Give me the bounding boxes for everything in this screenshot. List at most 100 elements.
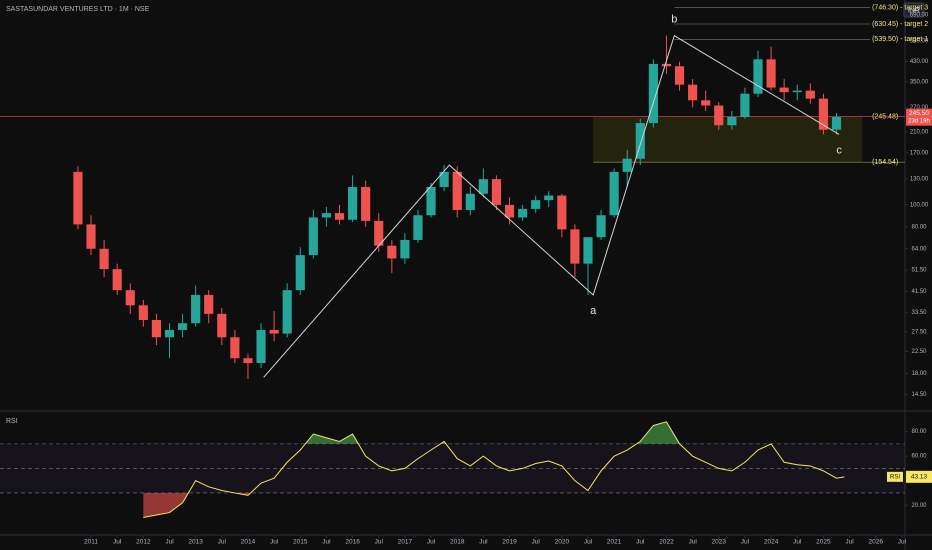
currency-label: INR: [908, 7, 920, 14]
candle-body: [701, 100, 711, 106]
candle-body: [635, 123, 645, 159]
zone-top-label: (245.48): [872, 114, 898, 121]
y-tick-label: 530.00: [910, 39, 929, 45]
rsi-y-tick-label: 80.00: [911, 429, 927, 435]
candle-body: [73, 171, 83, 225]
wave-label: b: [671, 14, 677, 26]
candle-body: [831, 116, 842, 130]
x-tick-label: Jul: [532, 539, 541, 546]
candle-body: [230, 337, 240, 359]
rsi-line: [143, 421, 845, 518]
x-tick-label: Jul: [322, 539, 331, 546]
x-tick-label: Jul: [898, 539, 907, 546]
candle-body: [648, 63, 658, 124]
candle-body: [348, 186, 358, 220]
candle-body: [596, 215, 606, 238]
candle-body: [256, 329, 266, 364]
wave-label: c: [836, 144, 842, 156]
candle-body: [86, 224, 96, 249]
candle-body: [112, 269, 122, 291]
countdown-label: 23d 19h: [908, 118, 930, 124]
candle-body: [452, 171, 462, 210]
x-tick-label: 2020: [555, 539, 570, 546]
candle-body: [740, 93, 750, 117]
candle-body: [164, 329, 175, 338]
target-label: (746.30) - target 3: [872, 4, 928, 11]
candle-body: [191, 294, 201, 324]
candle-body: [282, 290, 292, 334]
target-label: (539.50) - target 1: [872, 36, 928, 43]
y-tick-label: 350.00: [910, 79, 929, 85]
y-tick-label: 130.00: [910, 177, 929, 183]
y-tick-label: 64.00: [911, 246, 927, 252]
candle-body: [518, 208, 528, 218]
x-tick-label: 2026: [868, 539, 883, 546]
rsi-value-label: 43.13: [911, 474, 928, 481]
x-tick-label: Jul: [636, 539, 645, 546]
x-tick-label: Jul: [793, 539, 802, 546]
x-tick-label: 2018: [450, 539, 465, 546]
x-tick-label: 2014: [241, 539, 256, 546]
candle-body: [570, 229, 580, 264]
x-tick-label: Jul: [845, 539, 854, 546]
candle-body: [557, 195, 567, 230]
x-tick-label: 2019: [502, 539, 517, 546]
x-tick-label: 2011: [84, 539, 98, 546]
candle-body: [818, 98, 828, 130]
candle-body: [374, 220, 384, 246]
currency-button[interactable]: [903, 2, 925, 18]
candle-body: [766, 59, 776, 88]
candle-body: [295, 255, 305, 291]
candle-body: [387, 245, 397, 259]
wave-drawing: [263, 34, 840, 378]
x-tick-label: Jul: [688, 539, 697, 546]
rsi-tag: RSI: [890, 474, 900, 480]
candle-body: [674, 66, 685, 85]
candle-body: [439, 171, 449, 187]
x-tick-label: 2025: [816, 539, 831, 546]
rsi-overbought-fill: [143, 421, 845, 444]
x-tick-label: Jul: [113, 539, 122, 546]
rsi-oversold-fill: [143, 492, 251, 518]
candle-body: [609, 171, 619, 216]
wave-label: a: [590, 305, 597, 317]
y-tick-label: 33.50: [911, 310, 927, 316]
x-tick-label: 2013: [188, 539, 203, 546]
candle-body: [753, 59, 763, 94]
rsi-value-box: [906, 470, 932, 483]
x-tick-label: Jul: [427, 539, 436, 546]
y-tick-label: 41.50: [911, 289, 927, 295]
y-tick-label: 80.00: [911, 224, 927, 230]
y-tick-label: 210.00: [910, 130, 929, 136]
candle-body: [125, 290, 135, 306]
y-tick-label: 270.00: [910, 105, 929, 111]
y-tick-label: 22.50: [911, 349, 927, 355]
candle-body: [426, 186, 436, 216]
y-tick-label: 100.00: [910, 202, 929, 208]
candle-body: [361, 186, 371, 221]
x-tick-label: Jul: [270, 539, 279, 546]
x-tick-label: Jul: [479, 539, 488, 546]
candle-body: [138, 305, 148, 320]
candle-body: [727, 116, 737, 126]
candle-body: [544, 195, 554, 201]
candle-body: [151, 319, 161, 338]
x-tick-label: 2017: [398, 539, 413, 546]
candle-body: [204, 294, 214, 314]
candle-body: [661, 63, 672, 67]
candle-body: [308, 217, 318, 256]
rsi-tag-box: [887, 471, 903, 482]
x-tick-label: 2023: [712, 539, 727, 546]
candle-body: [269, 329, 279, 334]
candle-body: [465, 193, 475, 210]
x-tick-label: Jul: [584, 539, 593, 546]
rsi-title: RSI: [6, 418, 18, 425]
candle-body: [478, 179, 488, 194]
candle-body: [714, 105, 724, 126]
candle-body: [779, 87, 789, 93]
x-tick-label: 2021: [607, 539, 622, 546]
x-tick-label: 2024: [764, 539, 779, 546]
target-label: (630.45) - target 2: [872, 21, 928, 28]
last-price-box: [906, 108, 932, 126]
